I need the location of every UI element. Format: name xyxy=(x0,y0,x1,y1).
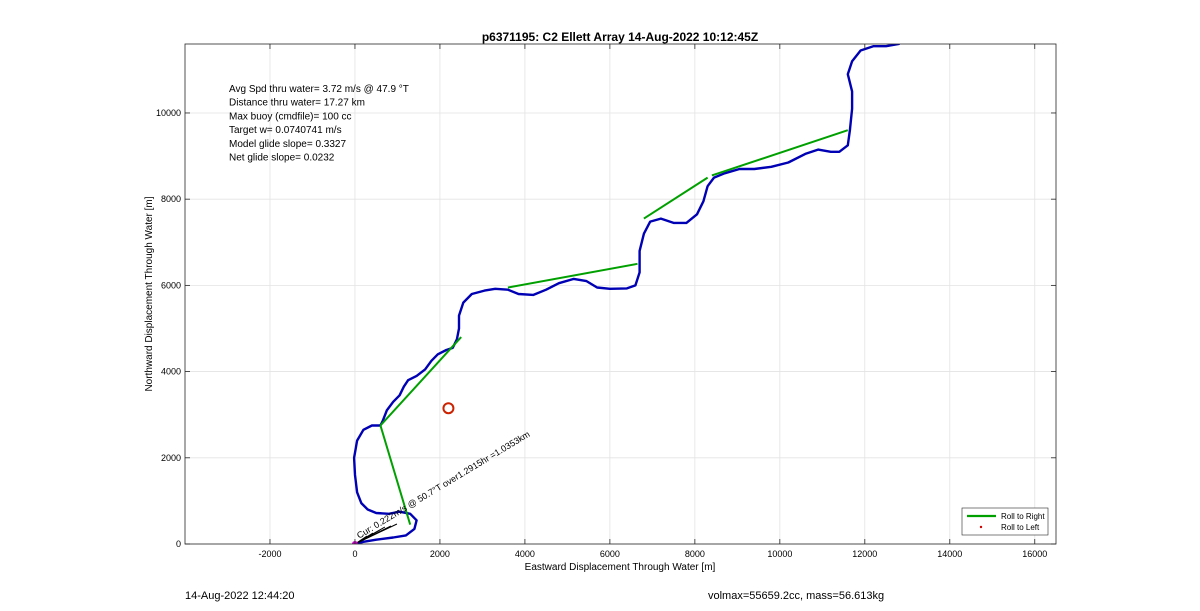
roll-right-segment xyxy=(379,336,462,427)
y-tick-label: 6000 xyxy=(161,280,181,290)
x-tick-label: 10000 xyxy=(767,549,792,559)
y-tick-label: 10000 xyxy=(156,108,181,118)
footer-vehicle-params: volmax=55659.2cc, mass=56.613kg xyxy=(708,590,885,602)
legend-swatch-roll-left xyxy=(979,525,983,529)
x-tick-label: 12000 xyxy=(852,549,877,559)
stats-text-block: Avg Spd thru water= 3.72 m/s @ 47.9 °T Di… xyxy=(229,84,409,164)
start-vector-line xyxy=(354,523,398,544)
x-tick-label: -2000 xyxy=(258,549,281,559)
stats-line: Avg Spd thru water= 3.72 m/s @ 47.9 °T xyxy=(229,84,409,95)
stats-line: Net glide slope= 0.0232 xyxy=(229,153,335,164)
stats-line: Max buoy (cmdfile)= 100 cc xyxy=(229,111,352,122)
x-tick-label: 16000 xyxy=(1022,549,1047,559)
footer-timestamp: 14-Aug-2022 12:44:20 xyxy=(185,590,295,602)
roll-right-segment xyxy=(379,425,412,525)
plot-frame xyxy=(184,43,1057,545)
x-tick-label: 14000 xyxy=(937,549,962,559)
stats-line: Model glide slope= 0.3327 xyxy=(229,139,346,150)
stats-line: Target w= 0.0740741 m/s xyxy=(229,125,342,136)
x-axis-label: Eastward Displacement Through Water [m] xyxy=(525,562,716,573)
legend-entry-roll-right: Roll to Right xyxy=(1001,512,1045,521)
y-tick-label: 8000 xyxy=(161,194,181,204)
x-tick-label: 4000 xyxy=(515,549,535,559)
y-axis-label: Northward Displacement Through Water [m] xyxy=(144,196,155,391)
y-tick-label: 4000 xyxy=(161,367,181,377)
plot-area xyxy=(185,44,1056,544)
y-tick-label: 0 xyxy=(176,539,181,549)
legend: Roll to Right Roll to Left xyxy=(961,507,1049,536)
chart-title: p6371195: C2 Ellett Array 14-Aug-2022 10… xyxy=(482,30,758,44)
legend-entry-roll-left: Roll to Left xyxy=(1001,523,1040,532)
roll-right-segment xyxy=(711,129,849,177)
roll-right-segment xyxy=(507,262,638,289)
x-tick-label: 0 xyxy=(352,549,357,559)
x-tick-label: 6000 xyxy=(600,549,620,559)
target-circle-marker xyxy=(442,402,455,415)
glider-track-line xyxy=(352,44,900,544)
y-tick-label: 2000 xyxy=(161,453,181,463)
roll-right-segment xyxy=(643,176,709,220)
x-tick-label: 8000 xyxy=(685,549,705,559)
legend-box xyxy=(961,507,1049,536)
axis-ticks: -2000 0 2000 4000 6000 8000 10000 12000 14000 160… xyxy=(156,44,1056,559)
stats-line: Distance thru water= 17.27 km xyxy=(229,98,365,109)
x-tick-label: 2000 xyxy=(430,549,450,559)
